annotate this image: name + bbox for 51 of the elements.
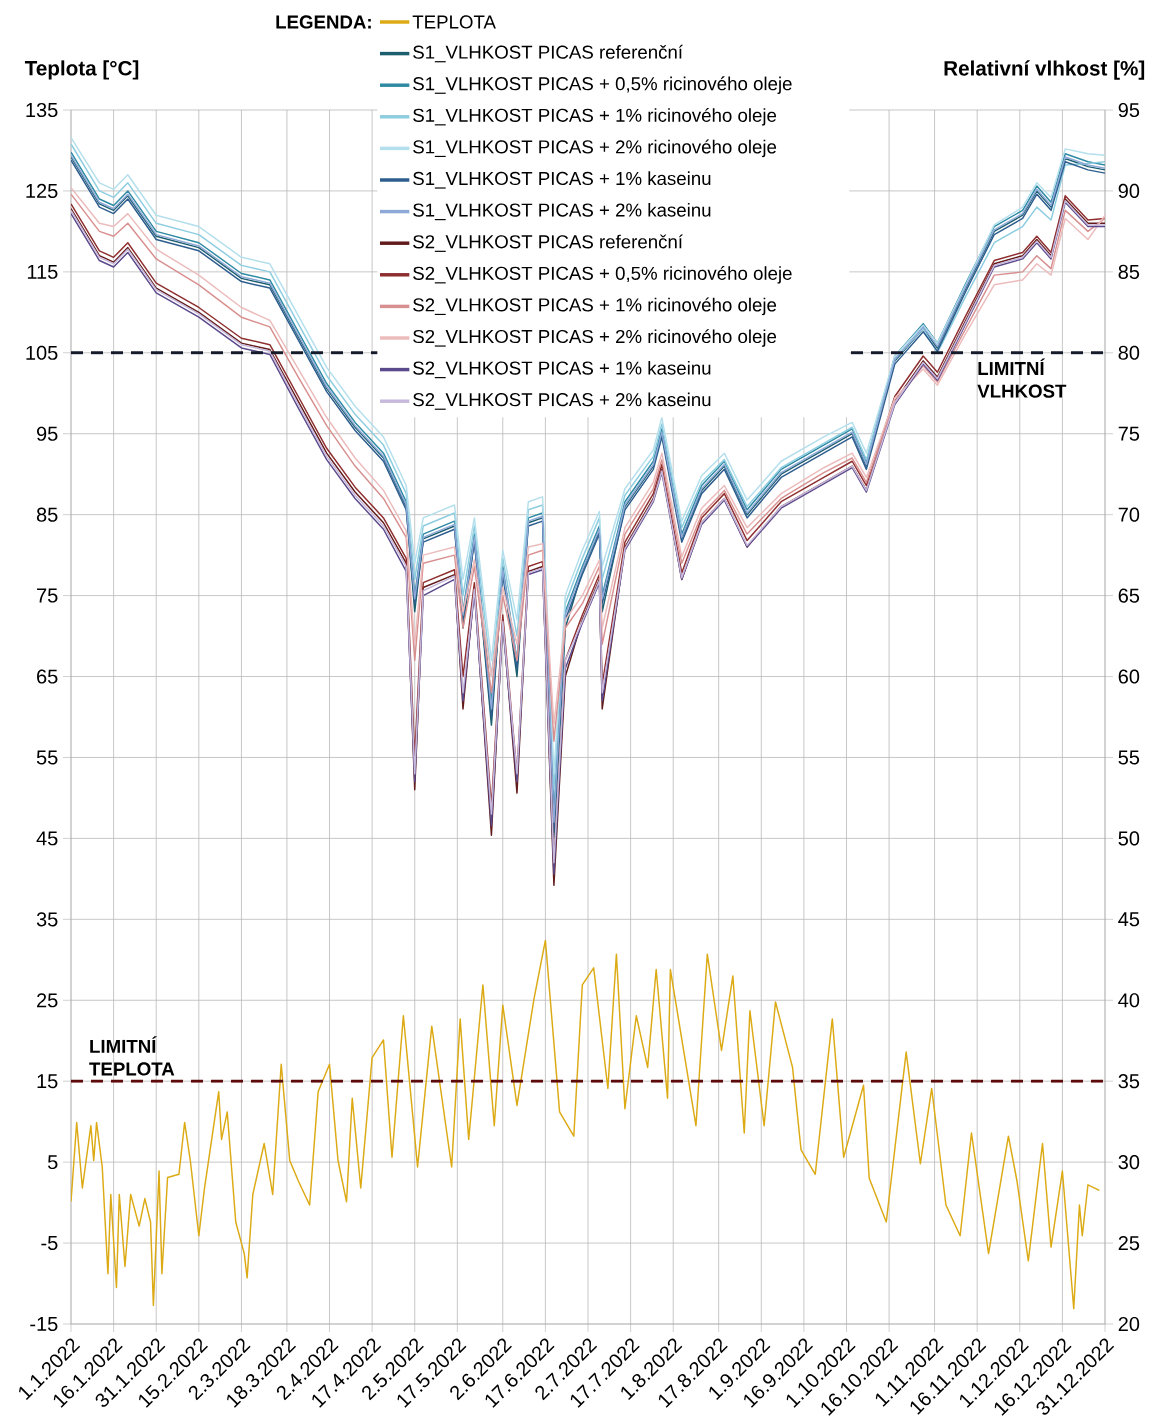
legend-label: S2_VLHKOST PICAS + 2% ricinového oleje (413, 329, 777, 347)
y-tick-label: 25 (37, 993, 58, 1008)
legend-label: S2_VLHKOST PICAS + 0,5% ricinového oleje (413, 265, 792, 284)
y-tick-label: -5 (41, 1236, 58, 1251)
y-tick-label: 55 (36, 750, 58, 765)
y2-tick-label: 95 (1118, 102, 1140, 118)
y-tick-label: 115 (27, 264, 58, 279)
legend-label: S2_VLHKOST PICAS referenční (413, 234, 683, 252)
legend-label: S1_VLHKOST PICAS + 1% kaseinu (413, 171, 711, 189)
y2-tick-label: 90 (1118, 183, 1140, 199)
legend-label: S1_VLHKOST PICAS + 2% kaseinu (413, 202, 711, 221)
y-tick-label: 35 (36, 912, 58, 927)
y-axis-title: Teplota [°C] (24, 60, 139, 80)
y-tick-label: 45 (36, 831, 58, 846)
legend-label: S2_VLHKOST PICAS + 1% ricinového oleje (413, 297, 777, 316)
y2-tick-label: 45 (1118, 912, 1140, 927)
y-tick-label: 125 (26, 183, 58, 198)
line-series (71, 939, 1101, 1310)
y-tick-label: 135 (26, 102, 58, 118)
y2-tick-label: 85 (1118, 264, 1140, 279)
y-tick-label: 85 (36, 507, 58, 522)
legend-label: TEPLOTA (412, 15, 496, 29)
y-tick-label: 95 (36, 426, 58, 441)
ref-line-label: LIMITNÍ VLHKOST (977, 358, 1067, 398)
y2-axis-title: Relativní vlhkost [%] (944, 60, 1145, 80)
legend-label: S1_VLHKOST PICAS referenční (413, 44, 683, 63)
y2-tick-label: 60 (1118, 669, 1140, 684)
legend-label: S1_VLHKOST PICAS + 2% ricinového oleje (413, 139, 777, 158)
y-tick-label: -15 (30, 1317, 58, 1331)
ref-line-label: LIMITNÍ TEPLOTA (89, 1036, 175, 1076)
y2-tick-label: 35 (1118, 1074, 1140, 1089)
y-tick-label: 75 (37, 588, 58, 603)
y-tick-label: 105 (26, 345, 58, 360)
legend-title: LEGENDA: (276, 15, 371, 29)
y-tick-label: 65 (37, 669, 58, 684)
y2-tick-label: 55 (1118, 750, 1140, 765)
legend-label: S2_VLHKOST PICAS + 1% kaseinu (413, 360, 711, 379)
y2-tick-label: 25 (1118, 1235, 1140, 1251)
y-tick-label: 15 (37, 1074, 58, 1089)
y2-tick-label: 40 (1118, 993, 1140, 1008)
y2-tick-label: 75 (1118, 426, 1140, 441)
y2-tick-label: 65 (1118, 588, 1140, 603)
legend-label: S1_VLHKOST PICAS + 0,5% ricinového oleje (413, 76, 792, 94)
legend-label: S2_VLHKOST PICAS + 2% kaseinu (413, 392, 711, 410)
y2-tick-label: 30 (1118, 1155, 1140, 1170)
y2-tick-label: 20 (1118, 1316, 1140, 1332)
y2-tick-label: 50 (1118, 831, 1140, 846)
legend-label: S1_VLHKOST PICAS + 1% ricinového oleje (413, 107, 777, 126)
y-tick-label: 5 (47, 1155, 58, 1170)
y2-tick-label: 80 (1118, 345, 1140, 360)
y2-tick-label: 70 (1118, 507, 1140, 522)
